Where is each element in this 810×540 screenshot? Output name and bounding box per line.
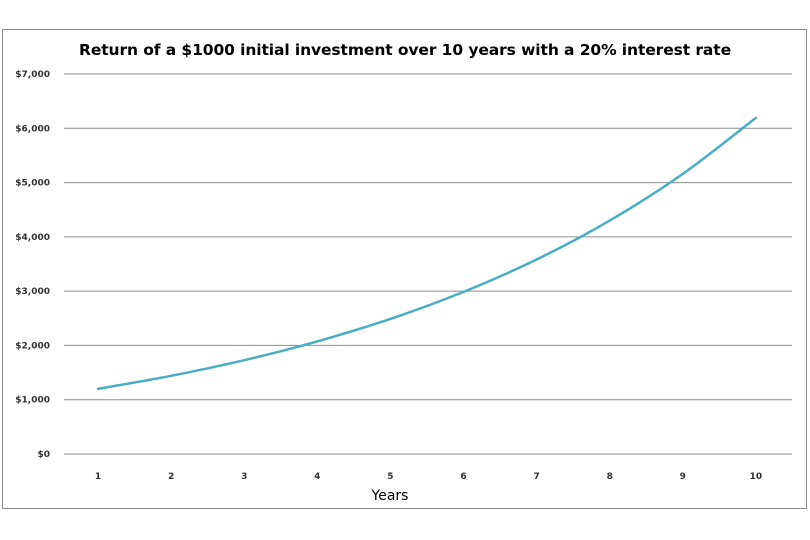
data-point xyxy=(243,358,246,362)
data-point xyxy=(169,374,173,378)
y-tick-label: $2,000 xyxy=(15,341,50,351)
data-point xyxy=(681,172,684,176)
x-tick-label: 3 xyxy=(241,472,247,482)
chart-frame xyxy=(2,29,807,509)
y-axis-tick-labels: $0 $1,000 $2,000 $3,000 $4,000 $5,000 $6,000 $7… xyxy=(15,70,50,460)
x-tick-label: 1 xyxy=(95,472,101,482)
y-tick-label: $7,000 xyxy=(15,70,50,80)
x-tick-label: 4 xyxy=(314,472,320,482)
data-point xyxy=(535,258,538,261)
gridlines xyxy=(64,73,792,455)
y-tick-label: $4,000 xyxy=(15,233,50,243)
x-axis-title: Years xyxy=(371,488,409,504)
x-axis-tick-labels: 1 2 3 4 5 6 7 8 9 10 xyxy=(95,472,762,482)
x-tick-label: 2 xyxy=(168,472,174,482)
series-layer xyxy=(96,116,758,391)
x-tick-label: 5 xyxy=(387,472,393,482)
data-point xyxy=(608,219,611,222)
chart-title: Return of a $1000 initial investment ove… xyxy=(78,41,731,59)
y-tick-label: $1,000 xyxy=(15,396,50,406)
data-point xyxy=(389,317,392,321)
y-tick-label: $6,000 xyxy=(15,124,50,134)
x-tick-label: 10 xyxy=(750,472,763,482)
x-tick-label: 8 xyxy=(607,472,613,482)
data-point xyxy=(462,290,465,294)
series-line xyxy=(97,116,757,391)
x-tick-label: 9 xyxy=(680,472,686,482)
data-point xyxy=(316,340,319,343)
x-tick-label: 7 xyxy=(533,472,539,482)
y-tick-label: $0 xyxy=(37,450,50,460)
data-point xyxy=(96,387,100,391)
y-tick-label: $5,000 xyxy=(15,179,50,189)
x-tick-label: 6 xyxy=(460,472,466,482)
data-point xyxy=(754,116,758,120)
y-tick-label: $3,000 xyxy=(15,287,50,297)
